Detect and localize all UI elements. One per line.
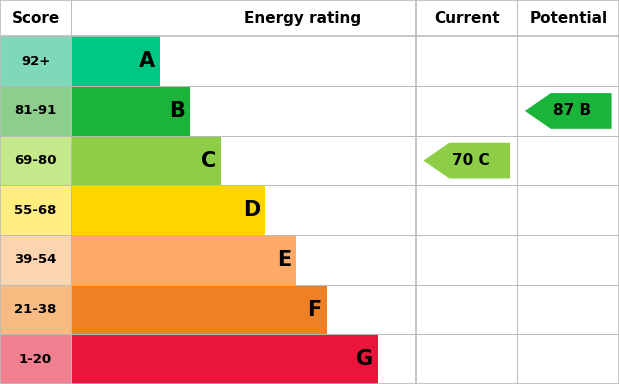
Text: 69-80: 69-80	[14, 154, 57, 167]
Bar	[0, 86, 71, 136]
Text: C: C	[201, 151, 216, 170]
Bar	[71, 185, 265, 235]
Bar	[71, 36, 160, 86]
Text: 81-91: 81-91	[14, 104, 57, 118]
Bar	[0, 285, 71, 334]
Bar	[0, 334, 71, 384]
Text: Current: Current	[434, 11, 500, 26]
Text: F: F	[307, 300, 322, 319]
Polygon shape	[423, 143, 510, 179]
Text: Score: Score	[12, 11, 59, 26]
Bar	[71, 285, 327, 334]
Text: B: B	[170, 101, 185, 121]
Text: D: D	[243, 200, 260, 220]
Text: 92+: 92+	[21, 55, 50, 68]
Text: Potential: Potential	[529, 11, 607, 26]
Text: E: E	[277, 250, 291, 270]
Text: 87 B: 87 B	[553, 103, 591, 118]
Polygon shape	[525, 93, 612, 129]
Bar	[0, 0, 619, 36]
Text: Energy rating: Energy rating	[243, 11, 361, 26]
Text: 55-68: 55-68	[14, 204, 57, 217]
Bar	[0, 36, 71, 86]
Text: 1-20: 1-20	[19, 353, 52, 366]
Bar	[71, 136, 221, 185]
Bar	[0, 235, 71, 285]
Bar	[0, 136, 71, 185]
Text: 21-38: 21-38	[14, 303, 57, 316]
Text: A: A	[139, 51, 155, 71]
Bar	[71, 86, 191, 136]
Bar	[0, 185, 71, 235]
Text: 39-54: 39-54	[14, 253, 57, 266]
Text: 70 C: 70 C	[452, 153, 490, 168]
Text: G: G	[355, 349, 373, 369]
Bar	[71, 235, 296, 285]
Bar	[71, 334, 378, 384]
